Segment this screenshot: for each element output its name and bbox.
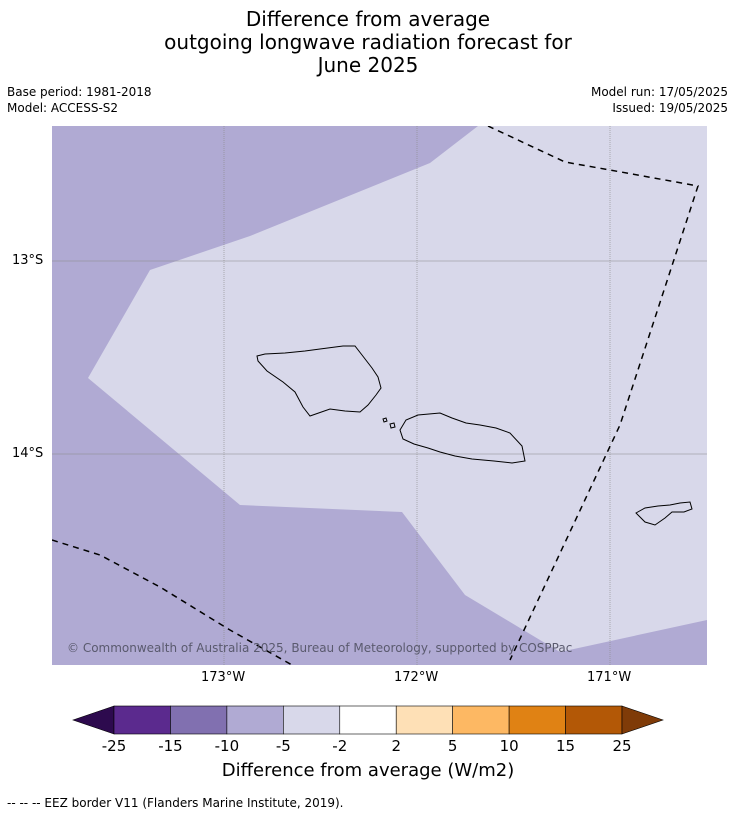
map-panel [52,126,707,665]
colorbar-segment-2 [226,705,284,735]
colorbar-segment-4 [339,705,397,735]
meta-right: Model run: 17/05/2025 Issued: 19/05/2025 [591,84,728,116]
colorbar-tick-label: 10 [499,737,519,755]
apolima-island [382,417,388,423]
eez-border-east [487,126,699,661]
lon-label-173w: 173°W [201,670,246,685]
colorbar-tick-label: -5 [275,737,291,755]
colorbar [72,705,664,735]
colorbar-tick-label: -25 [101,737,127,755]
model-run: Model run: 17/05/2025 [590,85,728,99]
colorbar-tick-label: -10 [214,737,240,755]
graticule [52,126,707,665]
coastlines [256,345,693,526]
colorbar-under-arrow [72,705,115,735]
savaii-island [256,345,382,417]
lon-label-172w: 172°W [394,670,439,685]
colorbar-segment-0 [113,705,171,735]
colorbar-label: Difference from average (W/m2) [221,760,515,781]
copyright-notice: © Commonwealth of Australia 2025, Bureau… [67,641,573,655]
lat-label-14s: 14°S [12,446,44,461]
colorbar-tick-label: 5 [447,737,458,755]
lat-label-13s: 13°S [12,253,44,268]
anomaly-band-minus-5-to-2 [88,126,707,652]
lon-label-171w: 171°W [587,670,632,685]
eez-footnote: -- -- -- EEZ border V11 (Flanders Marine… [7,796,344,810]
title-line-3: June 2025 [317,53,419,77]
colorbar-segment-6 [452,705,510,735]
meta-left: Base period: 1981-2018 Model: ACCESS-S2 [7,84,152,116]
issued-date: Issued: 19/05/2025 [612,101,728,115]
tutuila-island [635,501,693,526]
colorbar-segment-7 [508,705,566,735]
colorbar-over-arrow [621,705,664,735]
colorbar-tick-label: 25 [612,737,632,755]
colorbar-tick-label: -2 [332,737,348,755]
eez-border [52,126,699,665]
colorbar-tick-label: 15 [556,737,576,755]
colorbar-segment-1 [170,705,228,735]
colorbar-segment-5 [395,705,453,735]
title-line-1: Difference from average [245,7,491,31]
chart-title: Difference from average outgoing longwav… [0,8,736,77]
eez-border-southwest [52,539,293,665]
model-name: Model: ACCESS-S2 [7,101,119,115]
colorbar-tick-label: -15 [158,737,183,755]
manono-island [389,422,396,429]
title-line-2: outgoing longwave radiation forecast for [164,30,572,54]
colorbar-segment-3 [283,705,341,735]
base-period: Base period: 1981-2018 [7,85,152,99]
colorbar-tick-label: 2 [391,737,401,755]
colorbar-segment-8 [565,705,623,735]
upolu-island [399,412,526,464]
colorbar-segments [113,705,623,735]
